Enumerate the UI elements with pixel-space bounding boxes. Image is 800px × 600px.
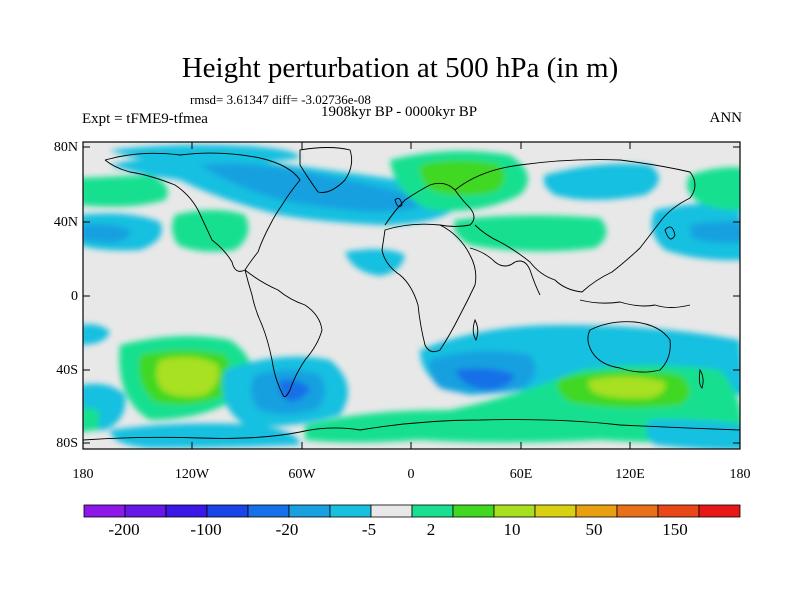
colorbar [83, 504, 741, 518]
colorbar-label: -5 [361, 520, 377, 539]
lon-label-120e: 120E [615, 467, 645, 482]
contour-pos-npac-right [686, 167, 740, 211]
lon-label-120w: 120W [174, 467, 210, 482]
lon-label-0: 0 [407, 467, 415, 482]
colorbar-swatch [206, 504, 249, 518]
contour-pos-eurasia-inner [419, 160, 505, 196]
contour-pos-asia [454, 215, 607, 252]
contour-neg-npac-east-inner [690, 221, 740, 243]
contour-neg-arctic [110, 144, 300, 164]
coast-uk [394, 197, 403, 208]
plot-title: Height perturbation at 500 hPa (in m) [181, 52, 619, 84]
colorbar-swatch [165, 504, 208, 518]
colorbar-swatch [370, 504, 413, 518]
contour-neg-antarctic-east [646, 419, 740, 449]
coast-greenland [299, 147, 353, 193]
colorbar-label: 10 [503, 520, 521, 539]
colorbar-label: 2 [426, 520, 436, 539]
coast-arabia [469, 247, 541, 296]
colorbar-swatch [698, 504, 741, 518]
coast-north-america [104, 152, 301, 272]
contour-pos-epac [83, 407, 100, 432]
coast-asia [454, 159, 696, 293]
coast-africa [381, 223, 477, 353]
colorbar-label: 50 [585, 520, 603, 539]
lon-label-60e: 60E [509, 467, 533, 482]
coast-australia [587, 321, 671, 373]
contour-neg-npac-left-inner [83, 224, 131, 243]
coastlines [83, 147, 740, 441]
coast-madagascar [472, 318, 479, 341]
experiment-label: Expt = tFME9-tfmea [82, 111, 208, 127]
period-label: 1908kyr BP - 0000kyr BP [321, 104, 478, 120]
contour-field [83, 142, 740, 449]
colorbar-swatch [83, 504, 126, 518]
lat-label-40n: 40N [53, 215, 78, 230]
lon-ticks [82, 142, 741, 449]
lon-label-180w: 180 [72, 467, 94, 482]
coast-south-america [244, 269, 323, 398]
lon-label-60w: 60W [288, 467, 316, 482]
colorbar-swatch [493, 504, 536, 518]
colorbar-label: -100 [190, 520, 222, 539]
colorbar-swatch [288, 504, 331, 518]
colorbar-swatch [452, 504, 495, 518]
coast-antarctica [83, 419, 740, 441]
contour-pos-socean-core [588, 376, 666, 399]
colorbar-label: -200 [108, 520, 140, 539]
lat-label-0: 0 [71, 289, 78, 304]
contour-pos-npac-left [83, 175, 168, 207]
coast-indonesia [579, 299, 691, 308]
contour-neg-antarctic-west [110, 423, 300, 448]
colorbar-swatch [247, 504, 290, 518]
lat-ticks [83, 146, 740, 444]
contour-neg-siberia [543, 163, 659, 200]
colorbar-swatch [124, 504, 167, 518]
contour-pos-spac-core [156, 356, 219, 397]
rmsd-stats: rmsd= 3.61347 diff= -3.02736e-08 [190, 92, 371, 107]
colorbar-swatch [329, 504, 372, 518]
season-label: ANN [709, 110, 743, 126]
contour-pos-namerica [172, 210, 249, 252]
colorbar-swatch [575, 504, 618, 518]
contour-neg-sindian-core [455, 368, 515, 390]
coast-japan [664, 226, 676, 240]
coast-new-zealand [698, 368, 704, 389]
colorbar-swatch [616, 504, 659, 518]
contour-neg-atlantic [345, 249, 405, 276]
lat-label-80s: 80S [56, 436, 78, 451]
lon-label-180e: 180 [729, 467, 751, 482]
colorbar-swatch [534, 504, 577, 518]
colorbar-label: 150 [662, 520, 688, 539]
colorbar-swatch [657, 504, 700, 518]
contour-neg-samerica-core [279, 379, 310, 402]
lat-label-80n: 80N [53, 140, 78, 155]
contour-neg-sw-left-top [83, 324, 110, 345]
colorbar-swatch [411, 504, 454, 518]
colorbar-label: -20 [275, 520, 299, 539]
lat-label-40s: 40S [56, 363, 78, 378]
